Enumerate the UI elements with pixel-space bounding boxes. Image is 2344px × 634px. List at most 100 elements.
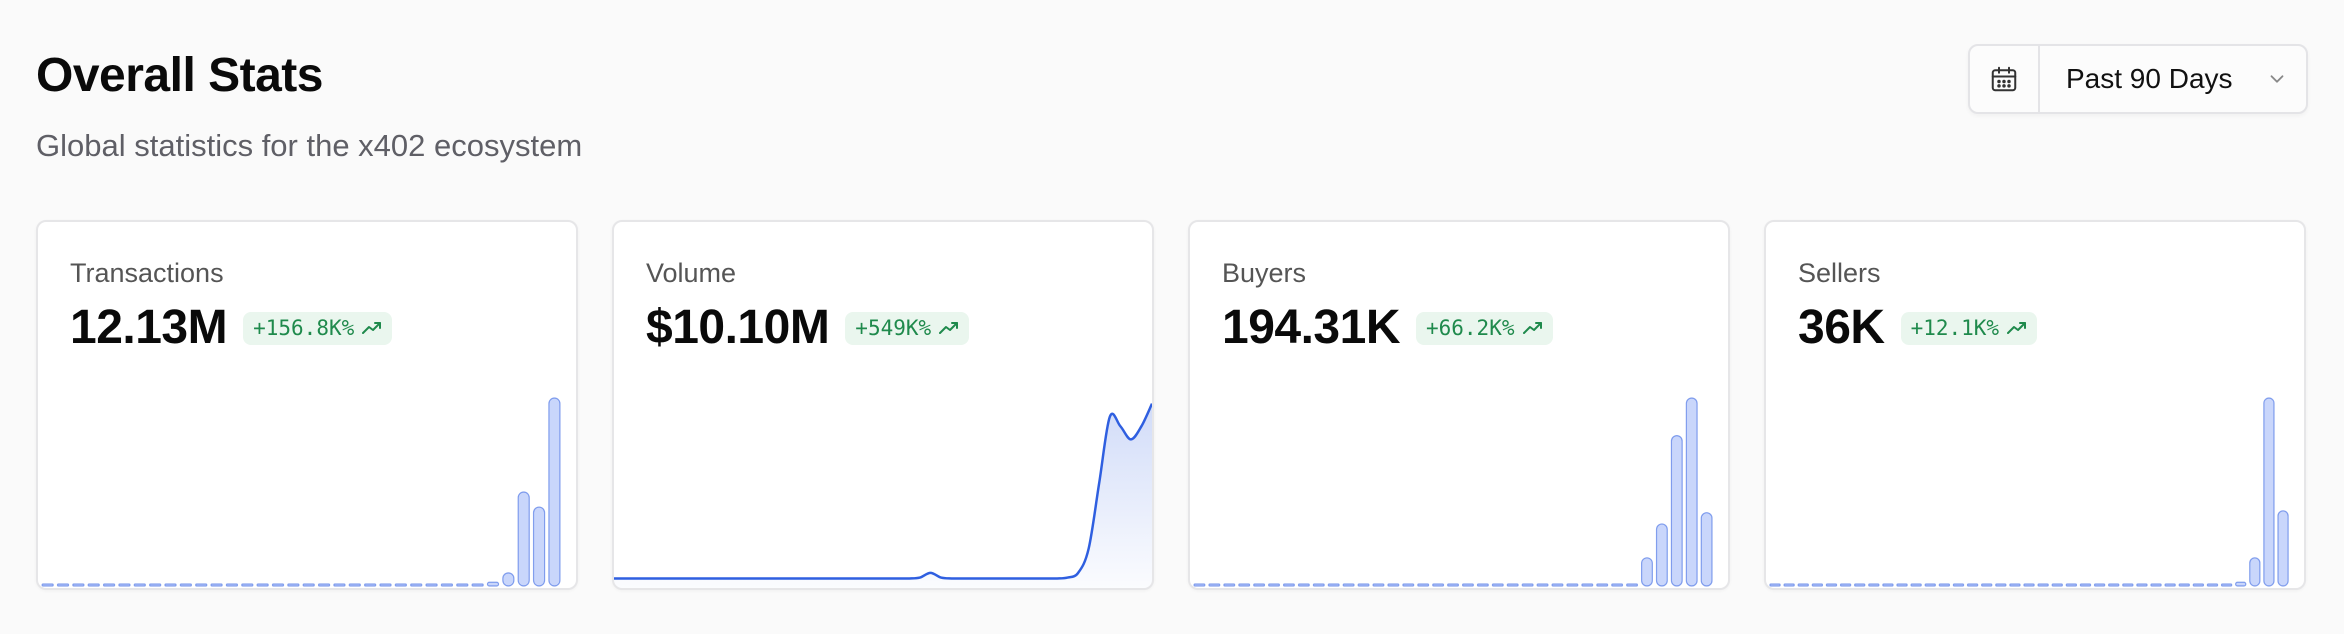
chart-bar [118,583,131,587]
chart-bar [1342,583,1355,587]
chart-bar [2136,583,2148,587]
stat-card-transactions[interactable]: Transactions 12.13M +156.8K% [36,220,578,590]
buyers-chart [1193,397,1713,587]
card-value: 36K [1798,301,1885,354]
chart-bar [1476,583,1489,587]
chart-bar [302,583,315,587]
chart-bar [1839,583,1852,587]
stat-card-volume[interactable]: Volume $10.10M +549K% [612,220,1154,590]
chart-bar [1700,512,1713,587]
calendar-icon[interactable] [1970,46,2040,112]
card-label: Sellers [1798,258,1881,288]
card-value-row: 36K +12.1K% [1798,301,2038,354]
chart-bar [56,583,70,587]
chart-bar [271,583,285,587]
chart-bar [1938,583,1951,587]
chart-bar [2220,583,2233,587]
chart-bar [1685,397,1698,587]
chart-bar [517,491,530,587]
chart-bar [1372,583,1385,587]
chart-bar [1896,583,1908,587]
chart-bar [2277,510,2289,587]
chevron-down-icon[interactable] [2266,68,2306,90]
chart-bar [1811,583,1824,587]
chart-bar [287,583,300,587]
change-badge: +66.2K% [1415,311,1553,345]
chart-bar [164,583,177,587]
chart-bar [456,583,469,587]
chart-bar [1223,583,1236,587]
chart-bar [1581,583,1594,587]
chart-bar [410,583,423,587]
chart-bar [102,583,116,587]
page-header: Overall Stats Global statistics for the … [36,52,583,163]
date-range-label[interactable]: Past 90 Days [2066,63,2233,94]
chart-bar [2051,583,2063,587]
chart-bar [2249,557,2261,587]
page-subtitle: Global statistics for the x402 ecosystem [36,128,583,163]
chart-line [614,403,1152,580]
chart-bar [1566,583,1579,587]
chart-bar [1910,583,1922,587]
chart-bar [225,583,239,587]
chart-bar [348,583,361,587]
chart-bar [1551,583,1564,587]
chart-bar [1447,583,1460,587]
card-label: Volume [646,258,737,288]
sellers-chart [1769,397,2289,587]
chart-bar [2206,583,2219,587]
chart-bar [394,583,407,587]
chart-bar [333,583,346,587]
change-text: +156.8K% [253,315,355,340]
chart-bar [1882,583,1894,587]
chart-bar [1297,583,1310,587]
chart-bar [1238,583,1251,587]
chart-bar [379,583,392,587]
stats-cards: Transactions 12.13M +156.8K% Volume $10.… [36,220,2306,590]
chart-bar [241,583,254,587]
chart-bar [425,583,438,587]
chart-bar [1327,583,1340,587]
chart-bar [2122,583,2134,587]
trending-up-icon [2007,322,2027,334]
chart-bar [364,583,377,587]
chart-bar [2037,583,2049,587]
stat-card-buyers[interactable]: Buyers 194.31K +66.2K% [1188,220,1730,590]
chart-bar [1854,583,1866,587]
trending-up-icon [1522,322,1542,334]
chart-bar [41,583,54,587]
chart-bar [1506,583,1519,587]
chart-bar [1995,583,2007,587]
card-value: 12.13M [70,301,228,354]
chart-bar [1387,583,1400,587]
chart-bar [2178,583,2190,587]
change-text: +12.1K% [1910,315,2000,340]
chart-bar [2192,583,2205,587]
chart-bar [1670,434,1683,587]
card-label: Buyers [1222,258,1307,288]
stat-card-sellers[interactable]: Sellers 36K +12.1K% [1764,220,2306,590]
chart-bar [2263,397,2275,587]
chart-bar [502,572,515,587]
chart-bar [1536,583,1549,587]
chart-bar [1641,557,1653,587]
chart-bar [1596,583,1609,587]
change-text: +549K% [855,315,932,340]
date-range-picker[interactable]: Past 90 Days [1968,44,2308,114]
chart-bar [2235,581,2247,587]
change-badge: +549K% [845,311,970,345]
chart-bar [1981,583,1993,587]
chart-bar [179,583,192,587]
chart-bar [1193,583,1206,587]
chart-bar [1769,583,1781,587]
chart-bar [1783,583,1795,587]
chart-bar [2093,583,2106,587]
chart-bar [256,583,269,587]
volume-chart [614,403,1152,588]
card-value-row: 194.31K +66.2K% [1222,304,1553,352]
card-value-row: $10.10M +549K% [646,304,970,352]
transactions-chart [41,397,561,587]
chart-bar [1357,583,1370,587]
chart-bar [486,581,500,587]
card-label: Transactions [70,258,224,288]
